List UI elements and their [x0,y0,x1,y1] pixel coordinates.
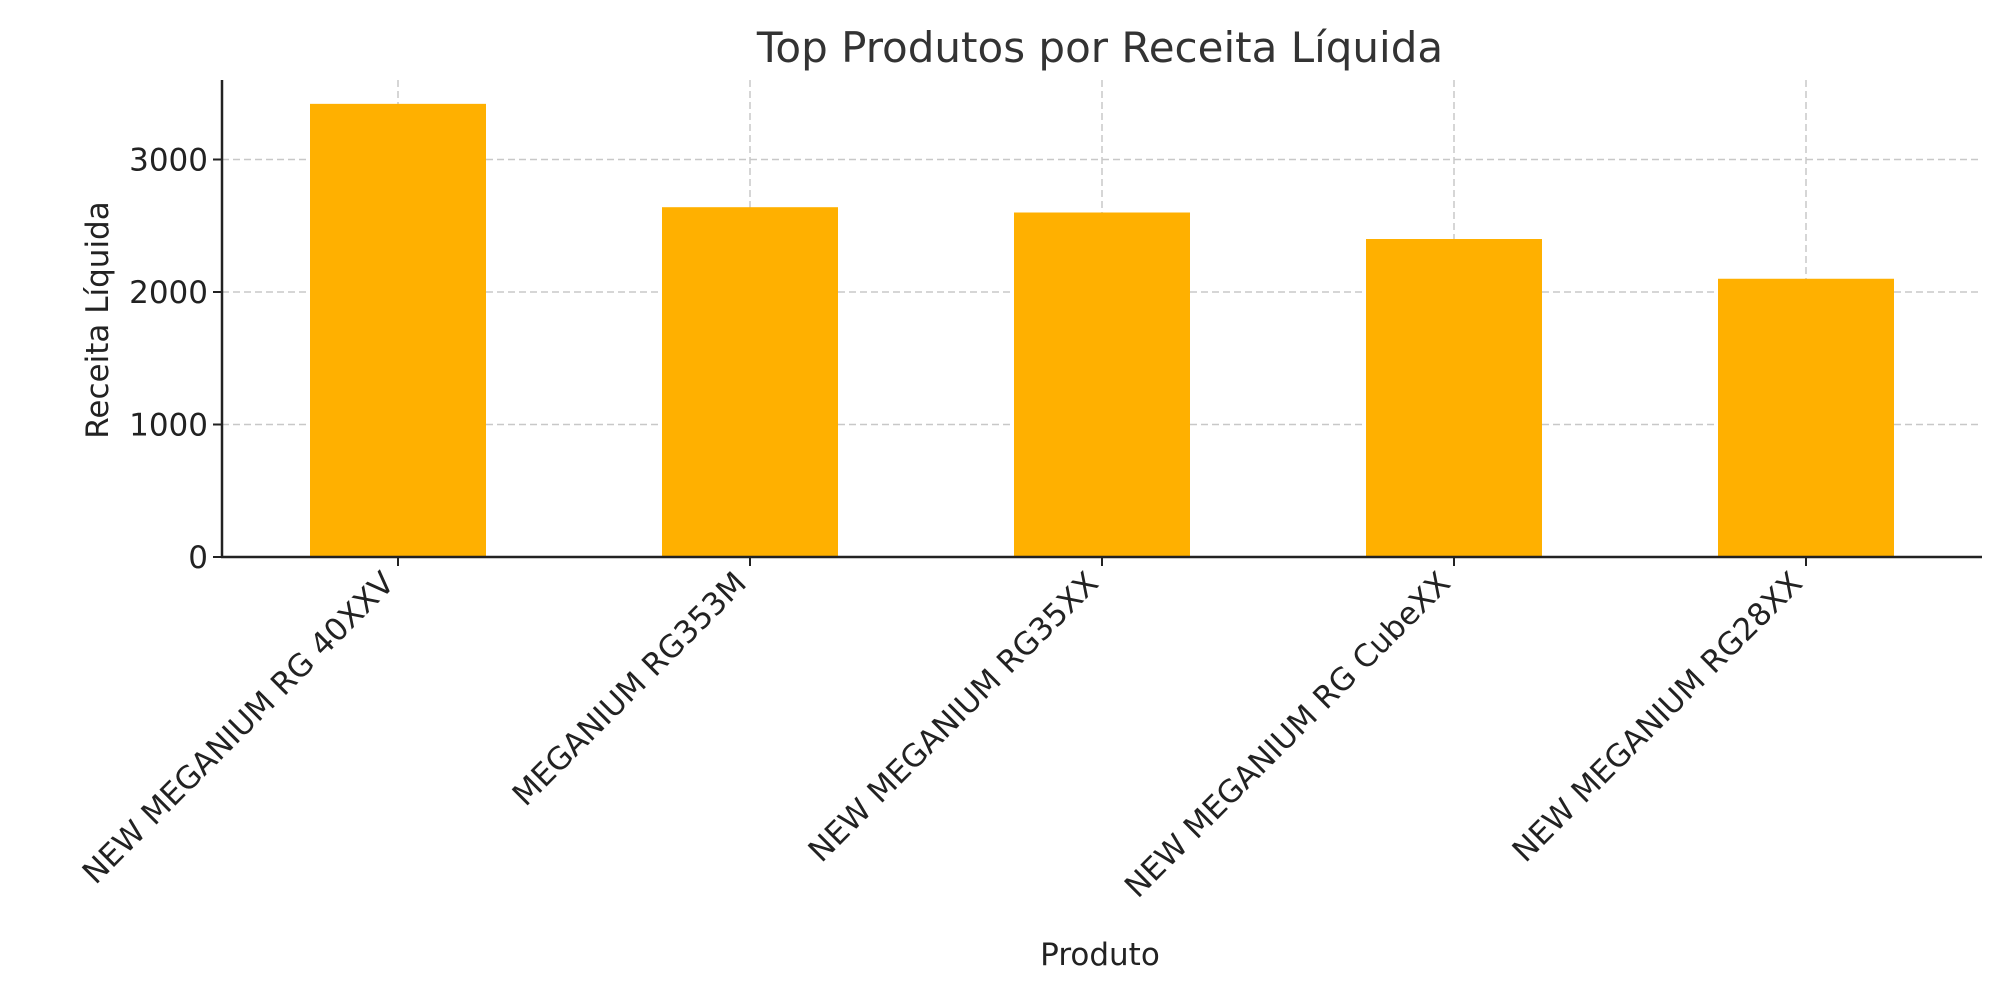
axis-layer [213,80,1982,566]
bar [1366,239,1542,557]
x-axis-label: Produto [1040,937,1160,973]
bar-layer [310,103,1894,557]
x-tick-label: NEW MEGANIUM RG28XX [1506,565,1810,869]
x-tick-labels: NEW MEGANIUM RG 40XXV MEGANIUM RG353M NEW … [76,565,1810,905]
y-tick-label: 1000 [129,408,208,444]
y-tick-labels: 0 1000 2000 3000 [129,143,208,577]
bar [1014,212,1190,557]
x-tick-label: MEGANIUM RG353M [506,565,754,813]
x-tick-label: NEW MEGANIUM RG CubeXX [1118,565,1458,905]
x-tick-label: NEW MEGANIUM RG35XX [802,565,1106,869]
y-axis-label: Receita Líquida [80,201,116,438]
bar [662,207,838,557]
x-tick-label: NEW MEGANIUM RG 40XXV [76,565,402,891]
bar [310,103,486,557]
chart-title: Top Produtos por Receita Líquida [756,23,1443,72]
y-tick-label: 2000 [129,275,208,311]
y-tick-label: 0 [188,540,208,576]
bar [1718,278,1894,557]
y-tick-label: 3000 [129,143,208,179]
